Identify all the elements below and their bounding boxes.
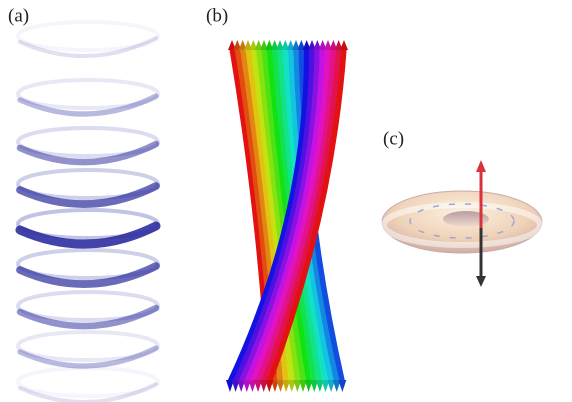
helix-ring-front: [20, 348, 156, 366]
panel-label: (b): [206, 5, 228, 26]
up-arrow-head: [476, 160, 486, 172]
torus-panel: [382, 160, 542, 287]
tube-tail: [265, 380, 273, 392]
panel-label: (a): [8, 5, 29, 26]
figure: (a) (b) (c): [0, 0, 572, 402]
helix-ring-front: [20, 186, 156, 204]
helix-ring-front: [20, 96, 156, 114]
tube-tail: [338, 380, 346, 392]
helix-panel: [18, 22, 158, 402]
helix-ring-front: [20, 226, 156, 244]
panel-label: (c): [383, 128, 404, 149]
helix-ring-front: [20, 266, 156, 284]
tube-head: [340, 40, 348, 50]
down-arrow-head: [476, 276, 486, 287]
twisted-tubes-panel: [226, 40, 348, 392]
helix-ring-front: [20, 144, 156, 162]
helix-ring-front: [20, 308, 156, 326]
